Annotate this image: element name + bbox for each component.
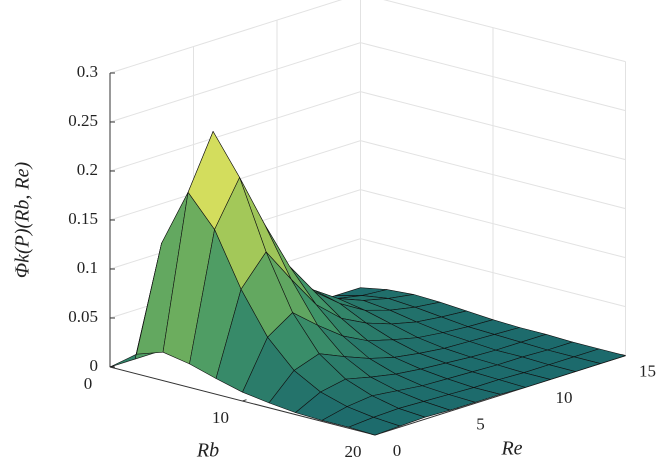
y-tick-label: 15	[639, 362, 656, 381]
y-tick-label: 10	[555, 388, 572, 407]
z-tick-label: 0.2	[77, 160, 98, 179]
z-tick-label: 0.1	[77, 258, 98, 277]
z-axis-label: Φk(P)(Rb, Re)	[12, 162, 34, 279]
z-tick-label: 0	[90, 356, 99, 375]
surface-patch	[348, 417, 401, 436]
x-tick	[242, 399, 247, 402]
z-tick-label: 0.3	[77, 62, 98, 81]
z-tick-label: 0.05	[68, 307, 98, 326]
grid-line	[109, 91, 626, 172]
x-tick-label: 10	[212, 408, 229, 427]
x-tick-label: 20	[345, 442, 362, 461]
z-tick-label: 0.15	[68, 209, 98, 228]
y-tick-label: 5	[476, 414, 485, 433]
x-tick-label: 0	[84, 374, 93, 393]
y-tick-label: 0	[393, 441, 402, 460]
x-axis-label: Rb	[196, 440, 219, 462]
grid-line	[109, 42, 626, 123]
y-axis-label: Re	[500, 438, 522, 460]
z-tick-label: 0.25	[68, 111, 98, 130]
grid-line	[109, 0, 626, 74]
